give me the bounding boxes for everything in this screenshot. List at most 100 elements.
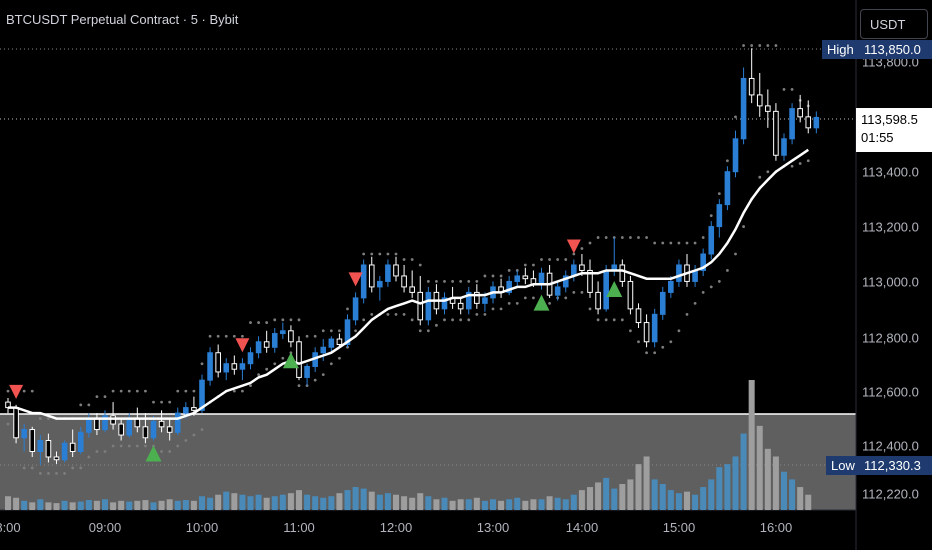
resistance-dot bbox=[257, 321, 260, 324]
candle-body bbox=[336, 338, 343, 346]
volume-bar bbox=[61, 500, 68, 510]
candle-body bbox=[789, 108, 795, 140]
volume-bar bbox=[764, 448, 771, 510]
support-dot bbox=[580, 291, 584, 294]
support-dot bbox=[184, 439, 188, 442]
support-dot bbox=[168, 450, 172, 453]
resistance-dot bbox=[281, 318, 285, 322]
currency-selector-button[interactable]: USDT bbox=[860, 9, 928, 39]
support-dot bbox=[160, 450, 163, 453]
support-dot bbox=[612, 318, 616, 322]
support-dot bbox=[144, 444, 147, 448]
support-dot bbox=[766, 170, 770, 174]
volume-bar bbox=[368, 491, 375, 510]
support-dot bbox=[38, 472, 42, 475]
resistance-dot bbox=[241, 334, 244, 338]
candle-body bbox=[53, 456, 60, 461]
support-dot bbox=[653, 351, 657, 355]
time-axis-label: 15:00 bbox=[662, 520, 696, 535]
support-dot bbox=[443, 318, 446, 322]
resistance-dot bbox=[596, 236, 600, 239]
candle-body bbox=[61, 442, 68, 461]
support-dot bbox=[119, 444, 123, 448]
support-dot bbox=[435, 323, 438, 327]
candle-body bbox=[77, 431, 84, 452]
volume-bars bbox=[5, 380, 812, 510]
candle-body bbox=[635, 308, 642, 324]
support-dot bbox=[281, 356, 285, 360]
candle-body bbox=[247, 352, 254, 365]
candle-body bbox=[595, 291, 601, 310]
resistance-dot bbox=[677, 241, 681, 245]
candle-body bbox=[579, 264, 585, 271]
support-dot bbox=[709, 285, 713, 289]
resistance-dot bbox=[160, 400, 163, 404]
support-dot bbox=[483, 312, 487, 316]
support-dot bbox=[321, 373, 325, 377]
candle-body bbox=[385, 264, 391, 282]
candle-body bbox=[425, 291, 432, 321]
support-dot bbox=[798, 162, 802, 165]
candle-body bbox=[781, 138, 787, 156]
volume-bar bbox=[13, 497, 20, 510]
volume-bar bbox=[304, 494, 311, 510]
buy-signal-icon bbox=[533, 294, 550, 311]
volume-bar bbox=[465, 499, 472, 510]
candle-body bbox=[377, 280, 383, 288]
candle-body bbox=[740, 77, 747, 140]
candle-body bbox=[13, 407, 19, 439]
candle-body bbox=[732, 138, 739, 173]
volume-bar bbox=[554, 497, 561, 510]
resistance-dot bbox=[119, 389, 123, 393]
support-dot bbox=[55, 472, 58, 475]
candle-body bbox=[296, 341, 302, 378]
support-dot bbox=[402, 312, 406, 316]
volume-bar bbox=[522, 500, 529, 510]
support-dot bbox=[596, 318, 600, 322]
candle-body bbox=[255, 341, 262, 354]
candle-body bbox=[417, 291, 424, 321]
volume-bar bbox=[506, 499, 513, 510]
resistance-dot bbox=[152, 400, 155, 404]
resistance-dot bbox=[790, 88, 794, 91]
volume-bar bbox=[320, 497, 327, 510]
resistance-dot bbox=[693, 241, 697, 245]
support-dot bbox=[717, 280, 721, 283]
volume-bar bbox=[29, 502, 36, 510]
volume-bar bbox=[158, 500, 165, 510]
resistance-dot bbox=[540, 258, 543, 261]
resistance-dot bbox=[208, 334, 212, 338]
support-dot bbox=[30, 466, 34, 470]
support-dot bbox=[63, 472, 66, 475]
candle-body bbox=[29, 429, 36, 452]
volume-bar bbox=[433, 499, 440, 510]
resistance-dot bbox=[532, 263, 535, 267]
candle-body bbox=[457, 302, 464, 310]
resistance-dot bbox=[87, 403, 91, 407]
support-dot bbox=[338, 356, 341, 360]
time-axis-label: 14:00 bbox=[565, 520, 599, 535]
volume-bar bbox=[781, 471, 787, 510]
volume-bar bbox=[619, 484, 626, 510]
candle-body bbox=[514, 275, 521, 282]
volume-bar bbox=[603, 477, 610, 510]
volume-bar bbox=[481, 500, 488, 510]
candle-body bbox=[522, 275, 529, 280]
resistance-dot bbox=[734, 115, 737, 119]
resistance-dot bbox=[402, 258, 406, 261]
candle-body bbox=[352, 297, 359, 321]
support-dot bbox=[645, 351, 648, 355]
resistance-dot bbox=[346, 307, 349, 311]
volume-bar bbox=[457, 499, 464, 510]
candle-body bbox=[474, 291, 480, 304]
volume-bar bbox=[748, 380, 755, 510]
volume-bar bbox=[789, 479, 796, 510]
resistance-dot bbox=[216, 334, 220, 338]
volume-bar bbox=[336, 493, 343, 510]
support-dot bbox=[734, 252, 737, 256]
resistance-dot bbox=[588, 241, 592, 245]
support-dot bbox=[693, 301, 697, 305]
low-value-tag: 112,330.3 bbox=[856, 456, 932, 475]
support-dot bbox=[354, 329, 357, 333]
